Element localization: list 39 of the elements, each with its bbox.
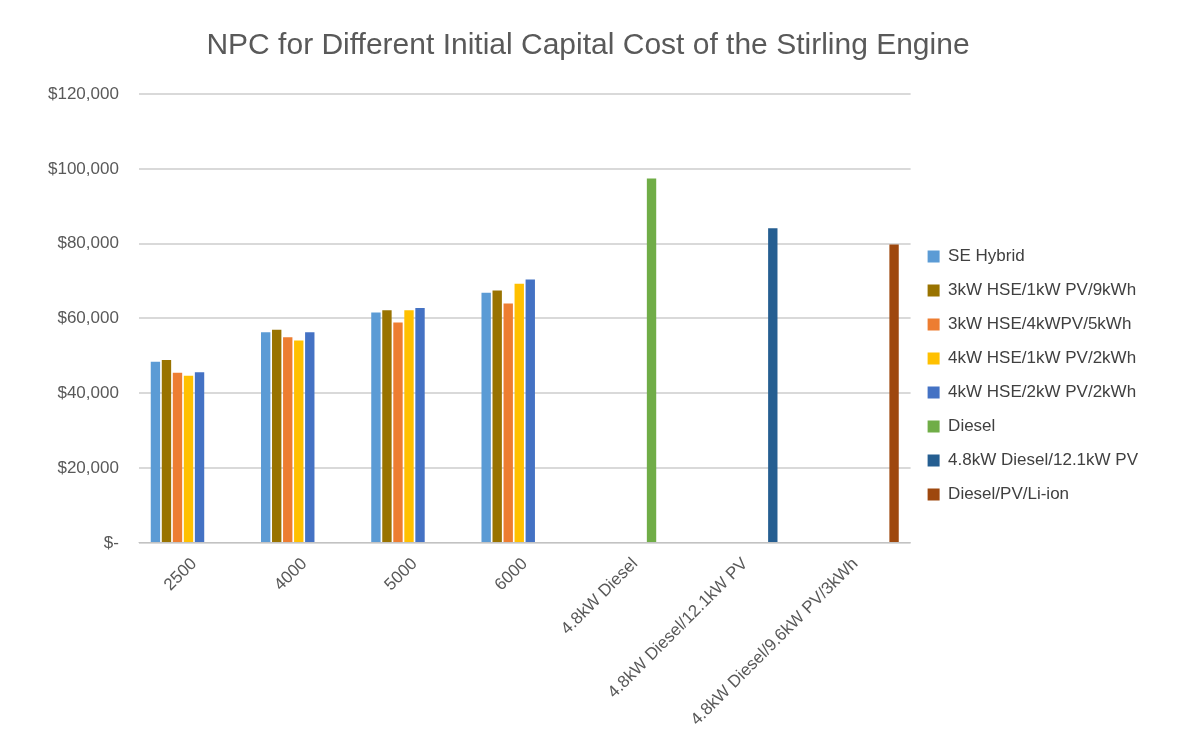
y-tick-label: $100,000 (48, 158, 119, 178)
legend-label: 4kW HSE/1kW PV/2kWh (948, 348, 1137, 368)
bar (415, 307, 425, 542)
legend-label: SE Hybrid (948, 246, 1025, 266)
bar (503, 303, 513, 542)
legend-label: 3kW HSE/4kWPV/5kWh (948, 314, 1132, 334)
bar (481, 292, 491, 542)
bar (382, 310, 392, 542)
y-tick-label: $20,000 (57, 457, 119, 477)
legend-label: 3kW HSE/1kW PV/9kWh (948, 280, 1137, 300)
bar (194, 372, 205, 542)
legend-label: Diesel/PV/Li-ion (948, 484, 1070, 504)
bar (261, 332, 271, 542)
bar (272, 329, 282, 542)
y-tick-label: $40,000 (57, 382, 119, 402)
bar (183, 375, 194, 542)
bar (283, 337, 293, 542)
bar (404, 310, 414, 542)
chart-title: NPC for Different Initial Capital Cost of the Stirling Engine (206, 27, 970, 61)
bar (514, 283, 524, 542)
bar (371, 312, 381, 542)
legend-label: 4.8kW Diesel/12.1kW PV (948, 450, 1139, 470)
y-tick-label: $60,000 (57, 308, 119, 328)
y-tick-label: $120,000 (48, 83, 119, 103)
y-tick-label: $80,000 (57, 233, 119, 253)
bar (305, 332, 315, 542)
bar (768, 228, 778, 542)
bar (172, 372, 183, 542)
bar (161, 359, 172, 542)
bar (889, 244, 899, 542)
legend-label: Diesel (948, 416, 996, 436)
bar (646, 178, 657, 542)
bar (492, 290, 502, 542)
y-tick-label: $- (103, 532, 119, 552)
bar (525, 279, 535, 542)
legend-label: 4kW HSE/2kW PV/2kWh (948, 382, 1137, 402)
bar (294, 340, 304, 542)
bar (393, 322, 403, 542)
bar (150, 361, 161, 542)
